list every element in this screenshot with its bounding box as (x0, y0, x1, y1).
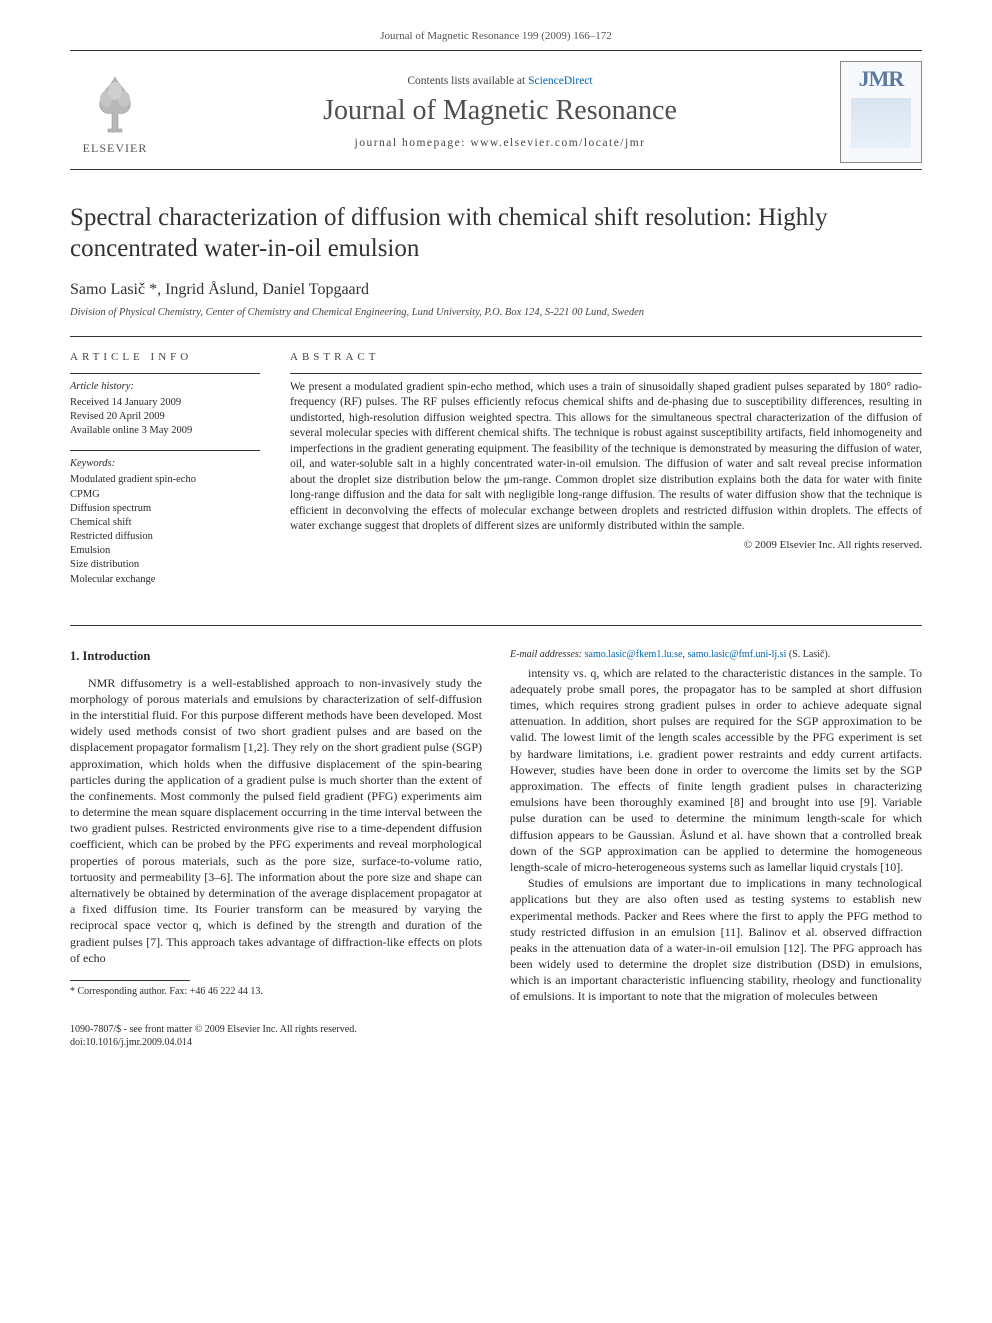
banner-bottom-rule (70, 169, 922, 170)
keywords-label: Keywords: (70, 457, 260, 471)
homepage-url: www.elsevier.com/locate/jmr (470, 137, 645, 149)
email-suffix: (S. Lasič). (786, 649, 830, 660)
abstract-heading: ABSTRACT (290, 351, 922, 363)
body-paragraph: NMR diffusometry is a well-established a… (70, 675, 482, 966)
email-label: E-mail addresses: (510, 649, 582, 660)
keyword-item: Molecular exchange (70, 573, 260, 587)
contents-prefix: Contents lists available at (407, 75, 528, 87)
article-title: Spectral characterization of diffusion w… (70, 202, 922, 265)
publisher-label: ELSEVIER (83, 141, 148, 156)
homepage-prefix: journal homepage: (355, 137, 471, 149)
history-received: Received 14 January 2009 (70, 396, 260, 410)
keywords-block: Keywords: Modulated gradient spin-echo C… (70, 450, 260, 587)
keyword-item: Modulated gradient spin-echo (70, 473, 260, 487)
history-revised: Revised 20 April 2009 (70, 410, 260, 424)
keyword-item: Size distribution (70, 558, 260, 572)
elsevier-tree-icon (80, 69, 150, 139)
article-info-column: ARTICLE INFO Article history: Received 1… (70, 351, 260, 599)
keyword-item: CPMG (70, 488, 260, 502)
keyword-item: Restricted diffusion (70, 530, 260, 544)
authors-line: Samo Lasič *, Ingrid Åslund, Daniel Topg… (70, 281, 922, 299)
homepage-line: journal homepage: www.elsevier.com/locat… (160, 137, 840, 149)
history-online: Available online 3 May 2009 (70, 424, 260, 438)
body-columns: 1. Introduction NMR diffusometry is a we… (70, 648, 922, 1005)
jmr-logo-icon: JMR (859, 66, 904, 92)
affiliation: Division of Physical Chemistry, Center o… (70, 307, 922, 318)
running-head: Journal of Magnetic Resonance 199 (2009)… (70, 30, 922, 42)
contents-line: Contents lists available at ScienceDirec… (160, 75, 840, 87)
journal-banner: ELSEVIER Contents lists available at Sci… (70, 51, 922, 169)
section-heading: 1. Introduction (70, 648, 482, 665)
email-link[interactable]: samo.lasic@fmf.uni-lj.si (687, 649, 786, 660)
article-history-block: Article history: Received 14 January 200… (70, 373, 260, 439)
journal-name: Journal of Magnetic Resonance (160, 95, 840, 127)
keyword-item: Diffusion spectrum (70, 502, 260, 516)
abstract-column: ABSTRACT We present a modulated gradient… (290, 351, 922, 599)
email-line: E-mail addresses: samo.lasic@fkem1.lu.se… (510, 648, 922, 661)
journal-cover-thumb: JMR (840, 61, 922, 163)
article-info-heading: ARTICLE INFO (70, 351, 260, 363)
corresponding-author: * Corresponding author. Fax: +46 46 222 … (70, 985, 482, 998)
doi-line: doi:10.1016/j.jmr.2009.04.014 (70, 1036, 922, 1049)
front-matter-footer: 1090-7807/$ - see front matter © 2009 El… (70, 1023, 922, 1049)
history-label: Article history: (70, 380, 260, 394)
keyword-item: Emulsion (70, 544, 260, 558)
keyword-item: Chemical shift (70, 516, 260, 530)
abstract-text: We present a modulated gradient spin-ech… (290, 373, 922, 535)
body-paragraph: Studies of emulsions are important due t… (510, 875, 922, 1005)
footnote-separator (70, 980, 190, 981)
body-paragraph: intensity vs. q, which are related to th… (510, 665, 922, 875)
email-link[interactable]: samo.lasic@fkem1.lu.se (585, 649, 683, 660)
issn-line: 1090-7807/$ - see front matter © 2009 El… (70, 1023, 922, 1036)
abstract-bottom-rule (70, 625, 922, 626)
cover-graphic-icon (851, 98, 911, 148)
sciencedirect-link[interactable]: ScienceDirect (528, 75, 593, 87)
abstract-copyright: © 2009 Elsevier Inc. All rights reserved… (290, 539, 922, 551)
publisher-logo-block: ELSEVIER (70, 69, 160, 156)
